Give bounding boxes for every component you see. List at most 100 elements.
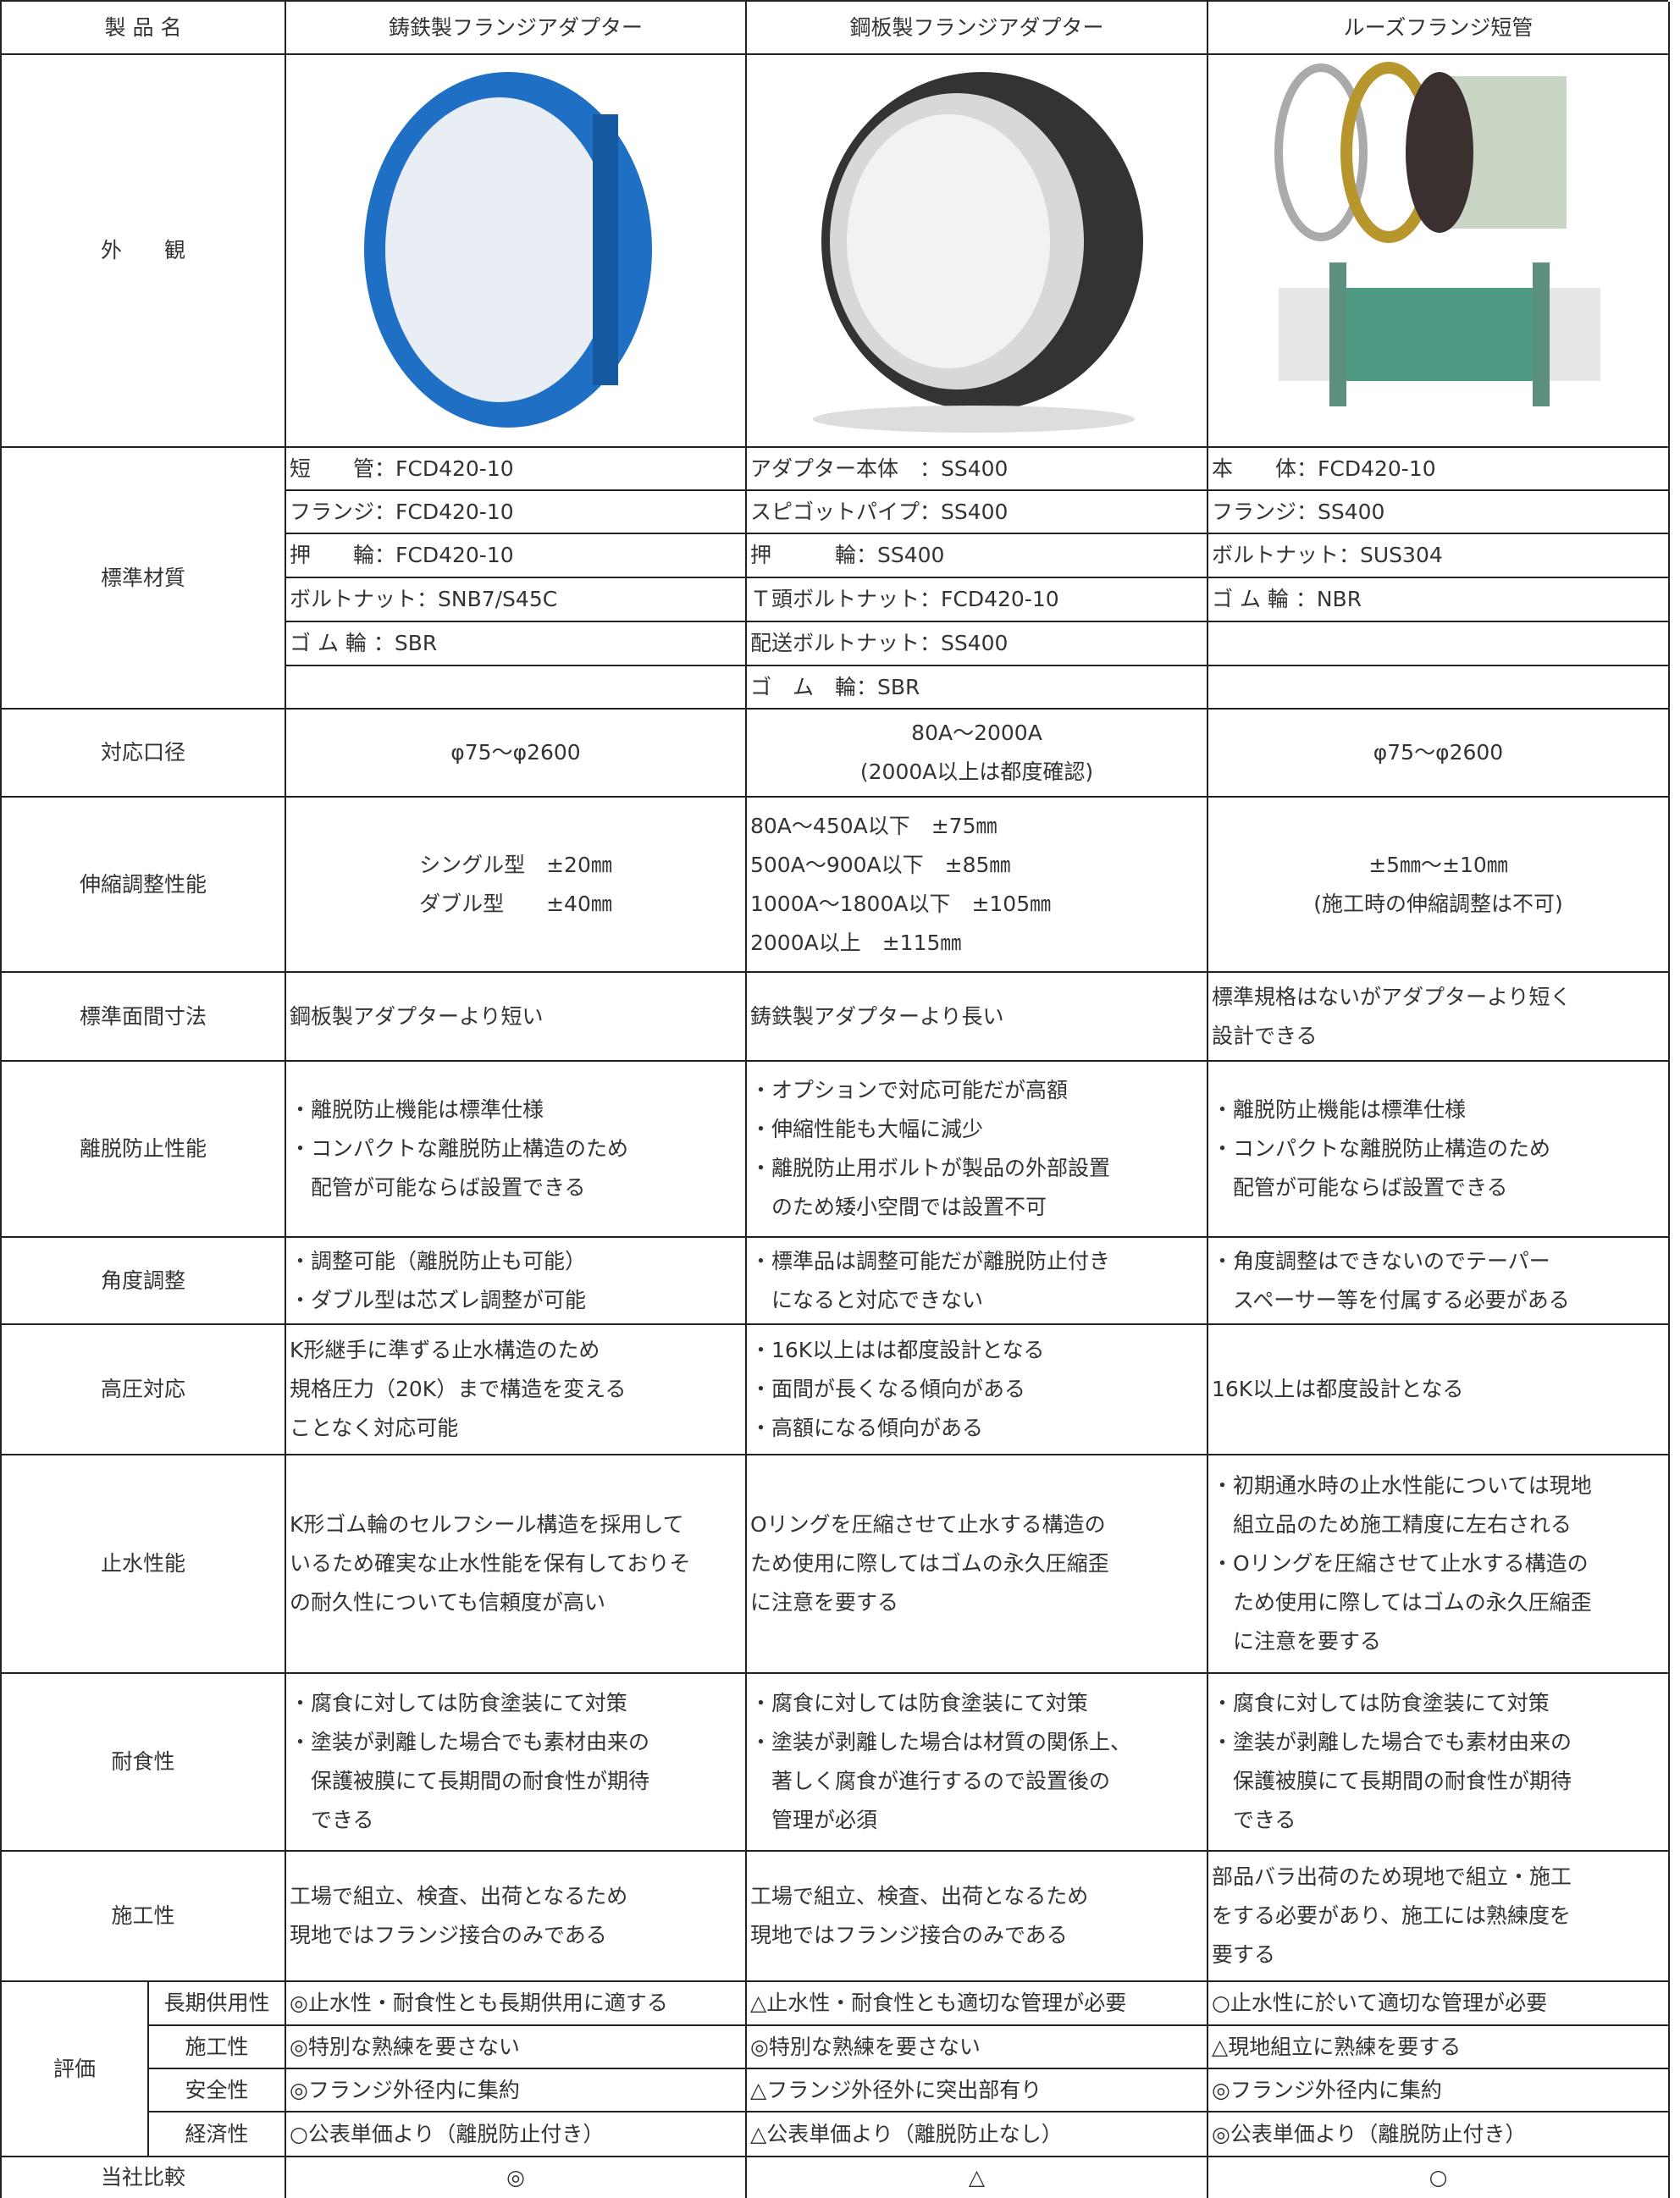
cell-text: スピゴットパイプ：SS400 <box>750 499 1009 524</box>
row-cell: 80A～2000A (2000A以上は都度確認) <box>747 710 1208 798</box>
material-cell: ゴ ム 輪 ：SBR <box>286 622 747 666</box>
cell-text: ・初期通水時の止水性能については現地 <box>1212 1473 1592 1498</box>
cell-text: 管理が必須 <box>771 1808 878 1832</box>
material-cell: ボルトナット：SUS304 <box>1208 534 1670 578</box>
row-label: 外 観 <box>2 55 286 448</box>
cell-text: ゴ ム 輪 ：SBR <box>290 631 438 655</box>
cell-text: ことなく対応可能 <box>290 1416 459 1440</box>
cell-text: ・角度調整はできないのでテーパー <box>1212 1248 1550 1273</box>
cell-text: 押 輪：SS400 <box>750 543 945 567</box>
cell-text: ボルトナット：SNB7/S45C <box>290 587 558 611</box>
cell-text: 評価 <box>52 2056 96 2081</box>
cell-text: 規格圧力（20K）まで構造を変える <box>290 1377 627 1401</box>
cell-text: 要する <box>1212 1942 1276 1967</box>
header-cell: 鋳鉄製フランジアダプター <box>286 2 747 55</box>
image-cell <box>1208 55 1670 448</box>
cell-text: ・塗装が剥離した場合でも素材由来の <box>1212 1730 1572 1754</box>
cell-text: に注意を要する <box>1233 1629 1382 1654</box>
cell-text: ゴ ム 輪：SBR <box>750 674 920 699</box>
cell-text: 外 観 <box>100 238 185 262</box>
cell-text: φ75～φ2600 <box>450 740 581 765</box>
cell-text: 配管が可能ならば設置できる <box>1233 1175 1508 1200</box>
material-cell: 本 体：FCD420-10 <box>1208 448 1670 491</box>
cell-text: ◎ <box>506 2165 525 2190</box>
cell-text: ため使用に際してはゴムの永久圧縮歪 <box>1233 1590 1592 1615</box>
cell-text: 離脱防止性能 <box>79 1136 207 1161</box>
cell-text: 経済性 <box>185 2121 249 2146</box>
cell-text: 保護被膜にて長期間の耐食性が期待 <box>311 1769 650 1793</box>
comparison-cell: △ <box>747 2157 1208 2198</box>
cell-text: ○公表単価より（離脱防止付き） <box>290 2121 605 2146</box>
cell-text: K形ゴム輪のセルフシール構造を採用して <box>290 1512 684 1537</box>
row-cell: ・離脱防止機能は標準仕様 ・コンパクトな離脱防止構造のため 配管が可能ならば設置でき… <box>1208 1062 1670 1238</box>
evaluation-cell: ○止水性に於いて適切な管理が必要 <box>1208 1982 1670 2026</box>
material-cell: フランジ：FCD420-10 <box>286 491 747 534</box>
cell-text: ◎公表単価より（離脱防止付き） <box>1212 2121 1527 2146</box>
image-cell <box>747 55 1208 448</box>
cell-text: ゴ ム 輪 ：NBR <box>1212 587 1362 611</box>
cell-text: △現地組立に熟練を要する <box>1212 2034 1462 2059</box>
cell-text: φ75～φ2600 <box>1373 740 1504 765</box>
row-label: 標準材質 <box>2 448 286 710</box>
cell-text: △フランジ外径外に突出部有り <box>750 2077 1042 2102</box>
cell-text: ±5㎜～±10㎜ <box>1368 852 1508 877</box>
comparison-cell: ◎ <box>286 2157 747 2198</box>
cell-text: 鋼板製アダプターより短い <box>290 1003 544 1029</box>
cell-text: スペーサー等を付属する必要がある <box>1233 1287 1570 1312</box>
cell-text: ・腐食に対しては防食塗装にて対策 <box>750 1691 1088 1715</box>
row-cell: 80A～450A以下 ±75㎜ 500A～900A以下 ±85㎜ 1000A～180… <box>747 798 1208 973</box>
cell-text: 現地ではフランジ接合のみである <box>750 1923 1068 1947</box>
cell-text: (施工時の伸縮調整は不可) <box>1313 891 1563 916</box>
evaluation-cell: △フランジ外径外に突出部有り <box>747 2069 1208 2112</box>
cell-text: △ <box>968 2165 986 2190</box>
cell-text: ◎フランジ外径内に集約 <box>1212 2077 1442 2102</box>
material-cell <box>1208 666 1670 710</box>
row-cell: ・腐食に対しては防食塗装にて対策 ・塗装が剥離した場合でも素材由来の 保護被膜にて長… <box>1208 1674 1670 1852</box>
material-cell: 押 輪：FCD420-10 <box>286 534 747 578</box>
cell-text: ・伸縮性能も大幅に減少 <box>750 1117 984 1141</box>
cell-text: ・コンパクトな離脱防止構造のため <box>290 1136 629 1161</box>
row-cell: 工場で組立、検査、出荷となるため 現地ではフランジ接合のみである <box>286 1852 747 1982</box>
row-cell: ・標準品は調整可能だが離脱防止付き になると対応できない <box>747 1238 1208 1325</box>
cell-text: に注意を要する <box>750 1590 899 1615</box>
cell-text: フランジ：SS400 <box>1212 499 1385 524</box>
material-cell: ゴ ム 輪 ：NBR <box>1208 578 1670 622</box>
cell-text: ・調整可能（離脱防止も可能） <box>290 1248 587 1273</box>
sub-label: 施工性 <box>149 2026 286 2069</box>
cell-text: ・ダブル型は芯ズレ調整が可能 <box>290 1287 587 1312</box>
cell-text: Oリングを圧縮させて止水する構造の <box>750 1512 1106 1537</box>
cell-text: 押 輪：FCD420-10 <box>290 543 514 567</box>
material-cell: 押 輪：SS400 <box>747 534 1208 578</box>
cell-text: になると対応できない <box>771 1287 984 1312</box>
cell-text: 伸縮調整性能 <box>79 871 207 897</box>
cell-text: 長期供用性 <box>163 1991 270 2015</box>
cell-text: 短 管：FCD420-10 <box>290 456 514 481</box>
row-cell: ・初期通水時の止水性能については現地 組立品のため施工精度に左右される ・Oリングを… <box>1208 1455 1670 1674</box>
header-cell: 製 品 名 <box>2 2 286 55</box>
row-cell: 鋳鉄製アダプターより長い <box>747 973 1208 1062</box>
cell-text: 著しく腐食が進行するので設置後の <box>771 1769 1111 1793</box>
cell-text: K形継手に準ずる止水構造のため <box>290 1338 600 1362</box>
cell-text: ため使用に際してはゴムの永久圧縮歪 <box>750 1551 1109 1576</box>
cell-text: いるため確実な止水性能を保有しておりそ <box>290 1551 691 1576</box>
cell-text: 工場で組立、検査、出荷となるため <box>290 1884 628 1908</box>
row-cell: ・離脱防止機能は標準仕様 ・コンパクトな離脱防止構造のため 配管が可能ならば設置でき… <box>286 1062 747 1238</box>
row-cell: 標準規格はないがアダプターより短く 設計できる <box>1208 973 1670 1062</box>
cell-text: 標準面間寸法 <box>79 1003 207 1029</box>
product-image <box>364 72 652 428</box>
row-cell: ・オプションで対応可能だが高額 ・伸縮性能も大幅に減少 ・離脱防止用ボルトが製品の外… <box>747 1062 1208 1238</box>
cell-text: 高圧対応 <box>100 1377 185 1401</box>
cell-text: ・面間が長くなる傾向がある <box>750 1377 1026 1401</box>
row-label: 対応口径 <box>2 710 286 798</box>
row-cell: ±5㎜～±10㎜ (施工時の伸縮調整は不可) <box>1208 798 1670 973</box>
row-cell: 工場で組立、検査、出荷となるため 現地ではフランジ接合のみである <box>747 1852 1208 1982</box>
evaluation-cell: ◎止水性・耐食性とも長期供用に適する <box>286 1982 747 2026</box>
header-cell: ルーズフランジ短管 <box>1208 2 1670 55</box>
row-cell: 16K以上は都度設計となる <box>1208 1325 1670 1455</box>
evaluation-cell: △止水性・耐食性とも適切な管理が必要 <box>747 1982 1208 2026</box>
cell-text: 80A～450A以下 ±75㎜ <box>750 813 998 838</box>
cell-text: (2000A以上は都度確認) <box>859 759 1094 784</box>
evaluation-cell: ◎公表単価より（離脱防止付き） <box>1208 2112 1670 2157</box>
